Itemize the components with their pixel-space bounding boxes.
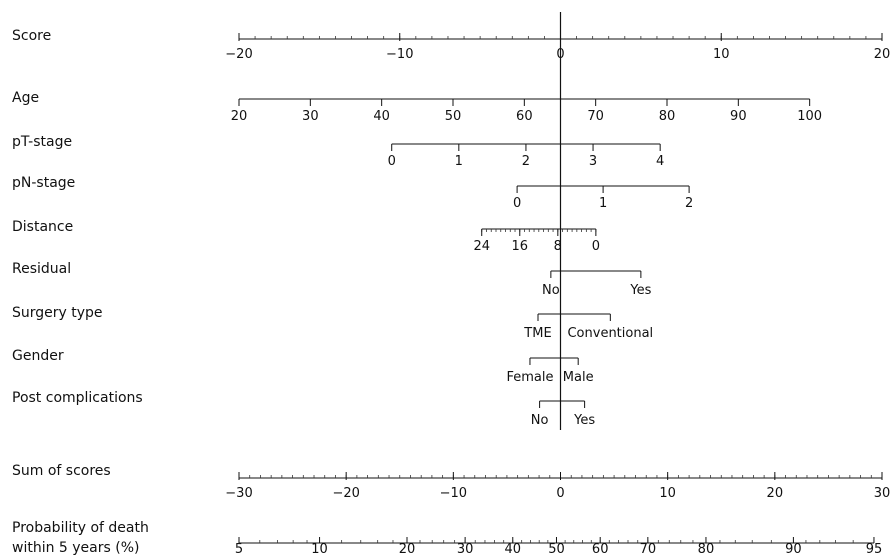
pt-stage-tick-label: 0 bbox=[388, 154, 396, 169]
probability-tick-label: 5 bbox=[235, 542, 243, 557]
surgery-type-category-label: Conventional bbox=[567, 326, 653, 341]
distance-tick-label: 0 bbox=[592, 239, 600, 254]
probability-tick-label: 70 bbox=[640, 542, 657, 557]
sum-of-scores-tick-label: 0 bbox=[556, 486, 564, 501]
probability-tick-label: 80 bbox=[698, 542, 715, 557]
probability-tick-label: 20 bbox=[399, 542, 416, 557]
pt-stage-tick-label: 4 bbox=[656, 154, 664, 169]
score-tick-label: 10 bbox=[713, 47, 730, 62]
gender-category-label: Female bbox=[506, 370, 553, 385]
surgery-type-category-label: TME bbox=[523, 326, 551, 341]
distance-tick-label: 16 bbox=[512, 239, 529, 254]
pn-stage-tick-label: 2 bbox=[685, 196, 693, 211]
probability-tick-label: 95 bbox=[866, 542, 883, 557]
pt-stage-tick-label: 1 bbox=[455, 154, 463, 169]
age-tick-label: 20 bbox=[231, 109, 248, 124]
score-tick-label: 20 bbox=[874, 47, 891, 62]
probability-tick-label: 90 bbox=[785, 542, 802, 557]
residual-label: Residual bbox=[12, 261, 71, 277]
probability-tick-label: 50 bbox=[548, 542, 565, 557]
probability-label: Probability of death bbox=[12, 520, 149, 536]
probability-tick-label: 30 bbox=[457, 542, 474, 557]
pn-stage-tick-label: 1 bbox=[599, 196, 607, 211]
score-tick-label: −20 bbox=[225, 47, 252, 62]
age-tick-label: 60 bbox=[516, 109, 533, 124]
pn-stage-tick-label: 0 bbox=[513, 196, 521, 211]
surgery-type-label: Surgery type bbox=[12, 305, 103, 321]
probability-label-line2: within 5 years (%) bbox=[12, 540, 139, 556]
age-tick-label: 90 bbox=[730, 109, 747, 124]
pt-stage-tick-label: 2 bbox=[522, 154, 530, 169]
pt-stage-label: pT-stage bbox=[12, 134, 72, 150]
post-complications-category-label: Yes bbox=[573, 413, 595, 428]
post-complications-label: Post complications bbox=[12, 390, 143, 406]
distance-label: Distance bbox=[12, 219, 73, 235]
probability-tick-label: 10 bbox=[311, 542, 328, 557]
age-tick-label: 80 bbox=[659, 109, 676, 124]
age-tick-label: 50 bbox=[445, 109, 462, 124]
sum-of-scores-tick-label: 10 bbox=[659, 486, 676, 501]
sum-of-scores-tick-label: 30 bbox=[874, 486, 891, 501]
probability-tick-label: 60 bbox=[592, 542, 609, 557]
residual-category-label: No bbox=[542, 283, 560, 298]
pt-stage-tick-label: 3 bbox=[589, 154, 597, 169]
age-label: Age bbox=[12, 90, 39, 106]
sum-of-scores-tick-label: 20 bbox=[767, 486, 784, 501]
gender-label: Gender bbox=[12, 348, 64, 364]
sum-of-scores-label: Sum of scores bbox=[12, 463, 111, 479]
sum-of-scores-tick-label: −30 bbox=[225, 486, 252, 501]
pn-stage-label: pN-stage bbox=[12, 175, 75, 191]
sum-of-scores-tick-label: −10 bbox=[440, 486, 467, 501]
score-tick-label: −10 bbox=[386, 47, 413, 62]
age-tick-label: 40 bbox=[373, 109, 390, 124]
age-tick-label: 100 bbox=[797, 109, 822, 124]
distance-tick-label: 8 bbox=[554, 239, 562, 254]
sum-of-scores-tick-label: −20 bbox=[332, 486, 359, 501]
post-complications-category-label: No bbox=[531, 413, 549, 428]
age-tick-label: 30 bbox=[302, 109, 319, 124]
gender-category-label: Male bbox=[563, 370, 594, 385]
residual-category-label: Yes bbox=[629, 283, 651, 298]
score-label: Score bbox=[12, 28, 51, 44]
distance-tick-label: 24 bbox=[473, 239, 490, 254]
probability-tick-label: 40 bbox=[504, 542, 521, 557]
age-tick-label: 70 bbox=[587, 109, 604, 124]
